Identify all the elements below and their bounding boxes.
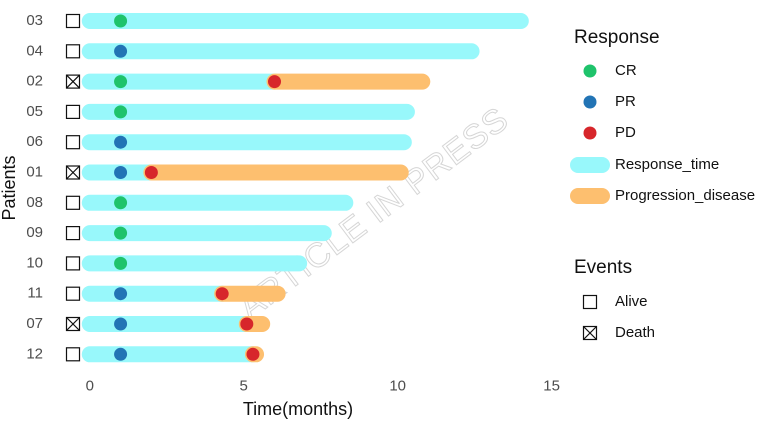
event-symbol-cross [66, 74, 80, 89]
pd-point [246, 347, 260, 361]
response-point [114, 287, 128, 301]
x-axis-title: Time(months) [243, 399, 353, 419]
legend-label: Alive [615, 293, 648, 310]
legend-event-symbol-cross [583, 326, 597, 340]
event-symbol [65, 165, 81, 180]
y-tick-label: 10 [26, 254, 43, 271]
y-tick-label: 02 [26, 73, 43, 90]
y-tick-label: 08 [26, 194, 43, 211]
x-tick-label: 10 [389, 377, 406, 394]
y-tick-label: 01 [26, 163, 43, 180]
response-point [114, 75, 128, 89]
y-tick-label: 09 [26, 224, 43, 241]
response-point [114, 256, 128, 270]
event-symbol [65, 226, 81, 241]
y-tick-label: 04 [26, 42, 43, 59]
legend-event-symbol [582, 325, 598, 341]
legend-title: Response [574, 27, 660, 48]
event-symbol [65, 74, 81, 89]
legend-label: Progression_disease [615, 187, 755, 204]
response-point [114, 44, 128, 58]
pd-point [215, 287, 229, 301]
pd-point [240, 317, 254, 331]
x-tick-label: 15 [543, 377, 560, 394]
event-symbol [65, 347, 81, 362]
event-symbol [65, 44, 81, 59]
event-symbol [65, 104, 81, 120]
legend-label: PR [615, 93, 636, 110]
legend-marker [583, 126, 597, 140]
event-symbol [65, 135, 81, 150]
response-point [114, 166, 128, 179]
legend-label: Response_time [615, 156, 719, 173]
response-point [114, 347, 128, 361]
legend-label: Death [615, 324, 655, 341]
legend-marker [583, 64, 597, 78]
event-symbol-cross [66, 165, 80, 180]
y-tick-label: 12 [26, 345, 43, 362]
event-symbol [65, 13, 81, 29]
event-symbol [65, 256, 81, 271]
response-point [114, 196, 128, 210]
response-point [114, 14, 128, 28]
legend-event-symbol [582, 294, 598, 310]
response-point [114, 317, 128, 331]
y-tick-label: 03 [26, 12, 43, 29]
y-axis-title: Patients [0, 155, 19, 220]
legend-label: PD [615, 124, 636, 141]
event-symbol [65, 316, 81, 332]
legend-label: CR [615, 62, 637, 79]
response-point [114, 105, 128, 119]
response-point [114, 135, 128, 149]
y-tick-label: 07 [26, 315, 43, 332]
pd-point [268, 75, 282, 89]
legend-title: Events [574, 257, 632, 278]
y-tick-label: 06 [26, 133, 43, 150]
response-point [114, 226, 128, 240]
event-symbol-cross [66, 317, 80, 331]
y-tick-label: 05 [26, 103, 43, 120]
pd-point [144, 166, 158, 179]
x-tick-label: 0 [86, 377, 94, 394]
legend-marker [583, 95, 597, 109]
x-tick-label: 5 [240, 377, 248, 394]
event-symbol [65, 195, 81, 210]
event-symbol [65, 286, 81, 301]
y-tick-label: 11 [27, 285, 43, 302]
